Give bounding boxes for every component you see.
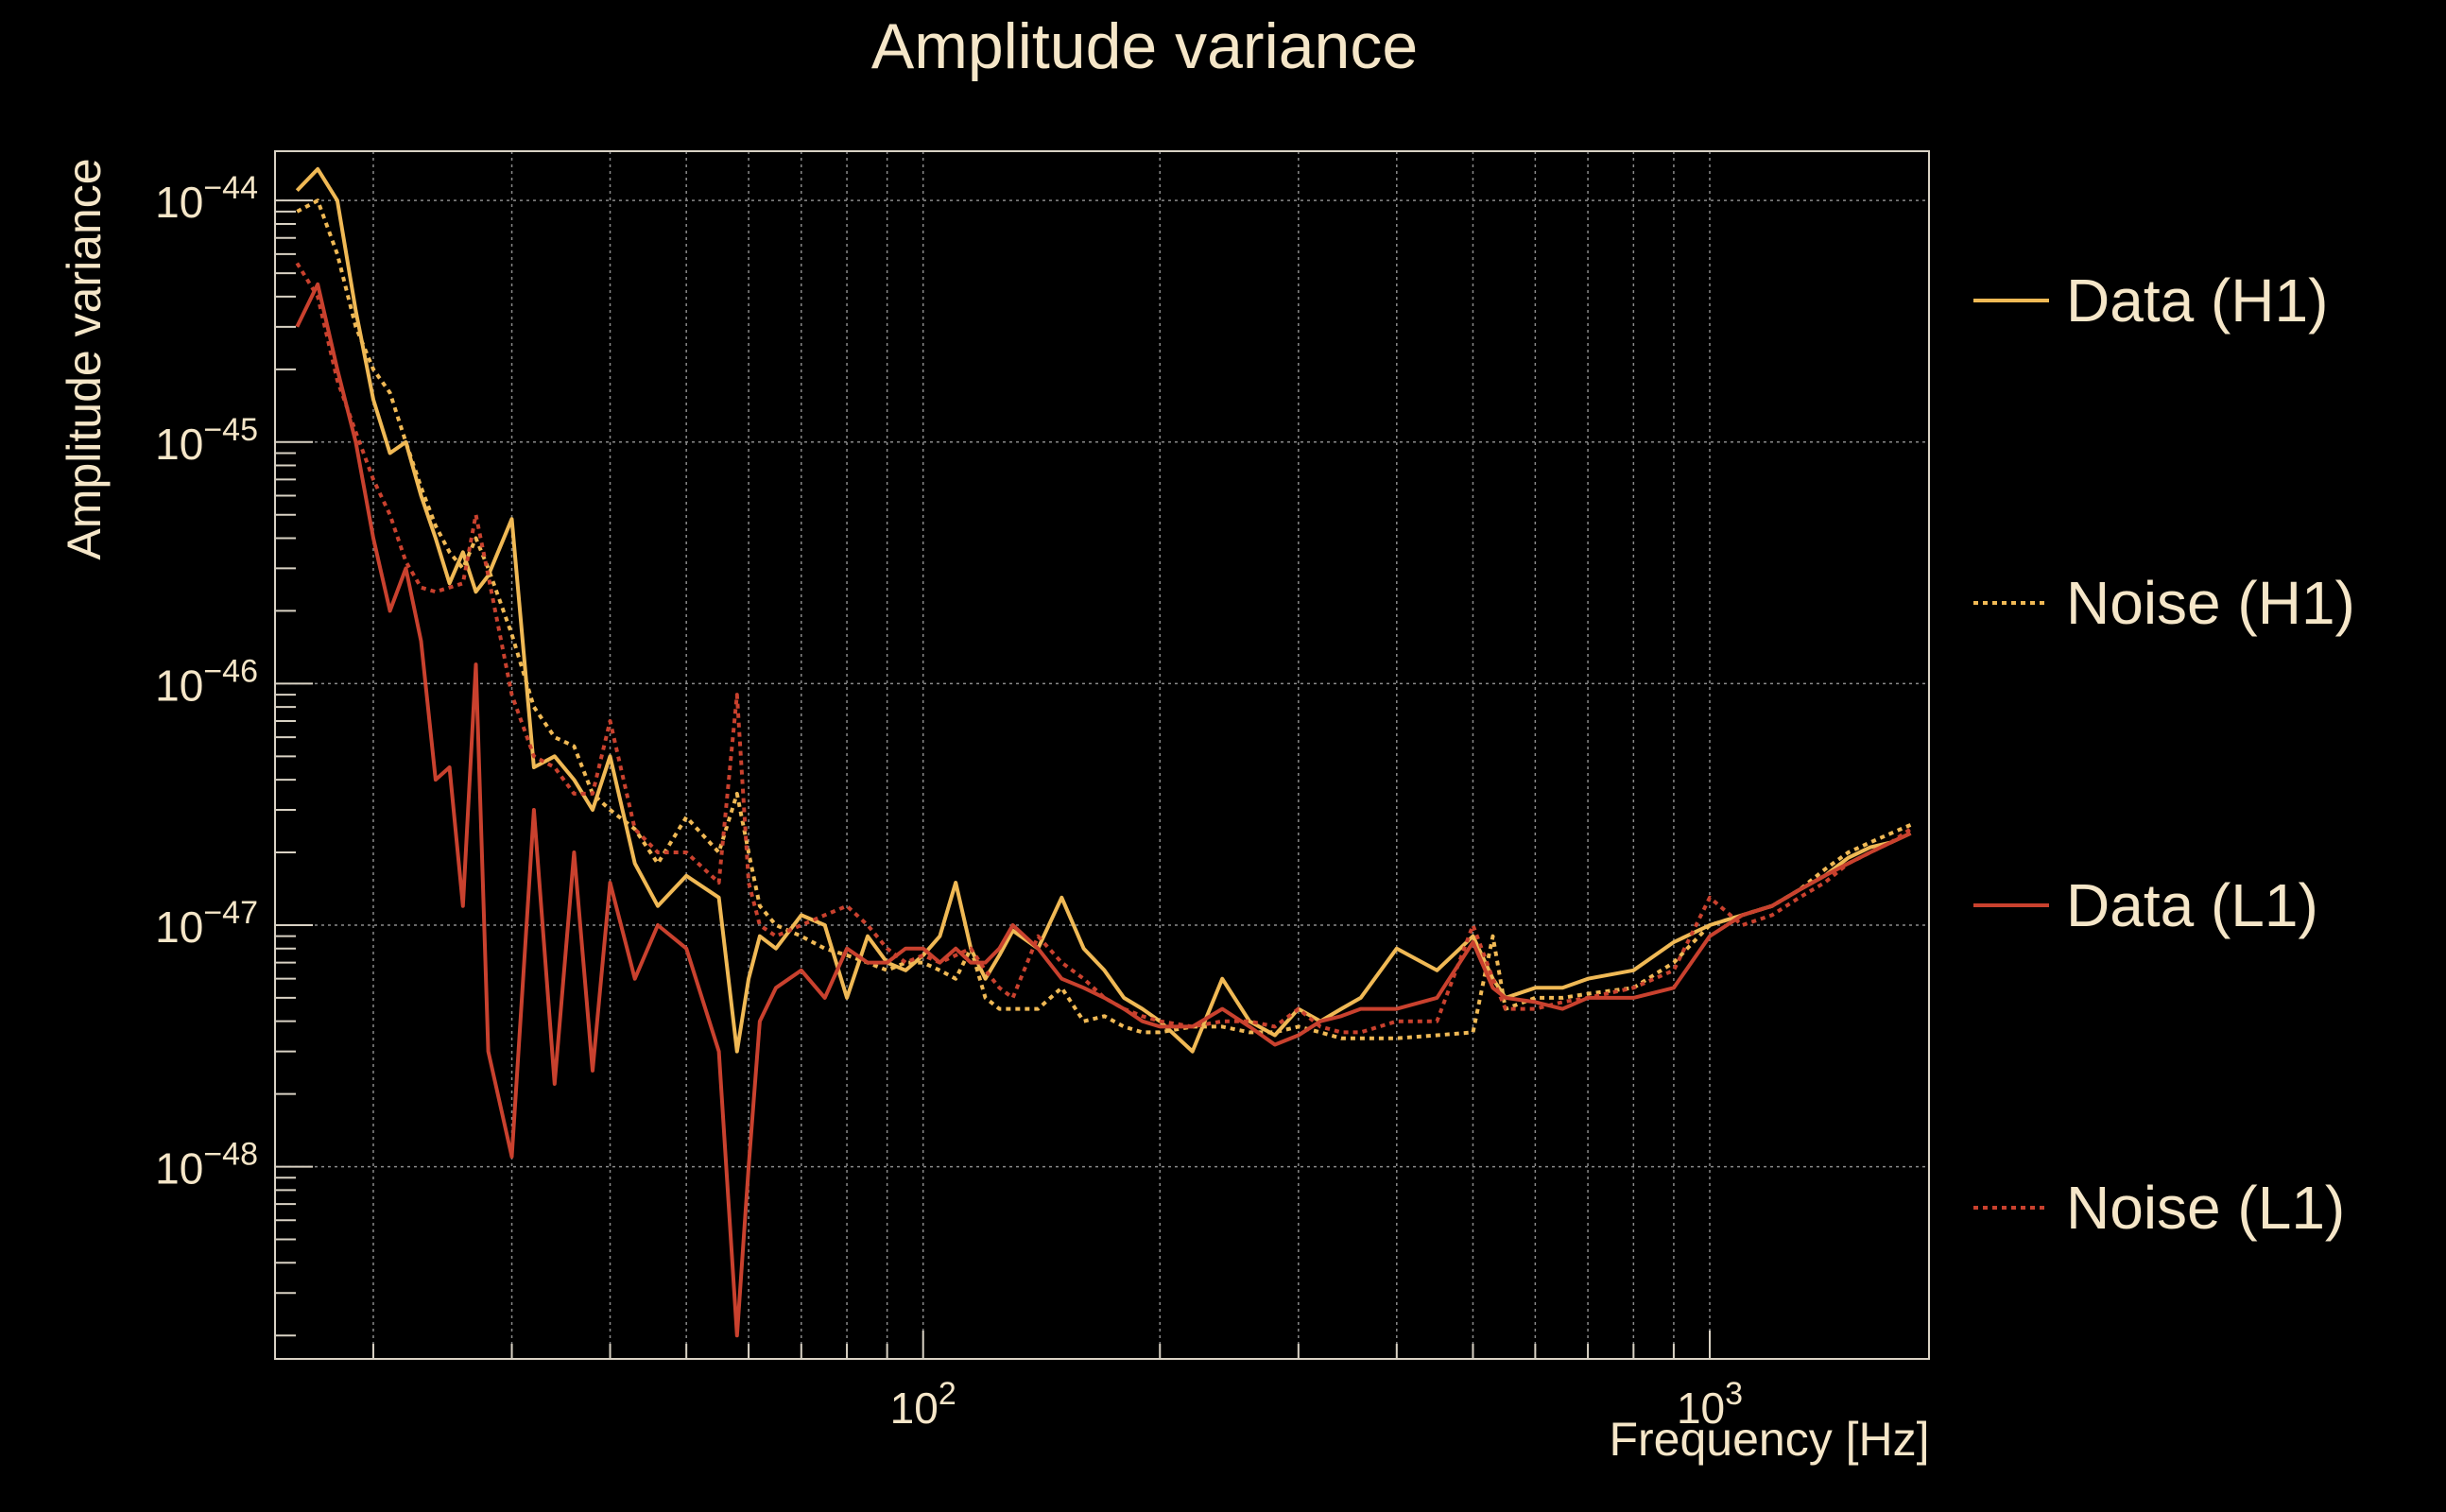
x-axis-label: Frequency [Hz] [1609,1413,1929,1466]
y-tick-label: 10−45 [155,412,258,469]
grid [275,151,1929,1359]
series-line-2 [295,282,1912,1338]
y-tick-label: 10−47 [155,895,258,952]
x-tick-label: 102 [890,1376,956,1433]
legend: Data (H1) Noise (H1) Data (L1) Noise (L1) [1973,266,2355,1242]
legend-label: Data (H1) [2066,266,2328,335]
legend-label: Data (L1) [2066,871,2318,939]
plot-frame [274,150,1930,1360]
series-line-3 [295,262,1912,1035]
x-axis: 102 103 [890,1376,1743,1433]
legend-label: Noise (L1) [2066,1174,2345,1242]
y-tick-label: 10−48 [155,1137,258,1194]
y-tick-label: 10−46 [155,653,258,710]
y-tick-label: 10−44 [155,170,258,227]
x-tick-label: 103 [1677,1376,1743,1433]
series-line-0 [295,166,1912,1054]
y-axis: 10−44 10−45 10−46 10−47 10−48 [155,170,258,1193]
series-line-1 [296,198,1912,1040]
y-axis-label: Amplitude variance [58,158,111,559]
legend-label: Noise (H1) [2066,569,2355,637]
chart-title: Amplitude variance [871,10,1418,82]
plot-area [295,166,1912,1338]
